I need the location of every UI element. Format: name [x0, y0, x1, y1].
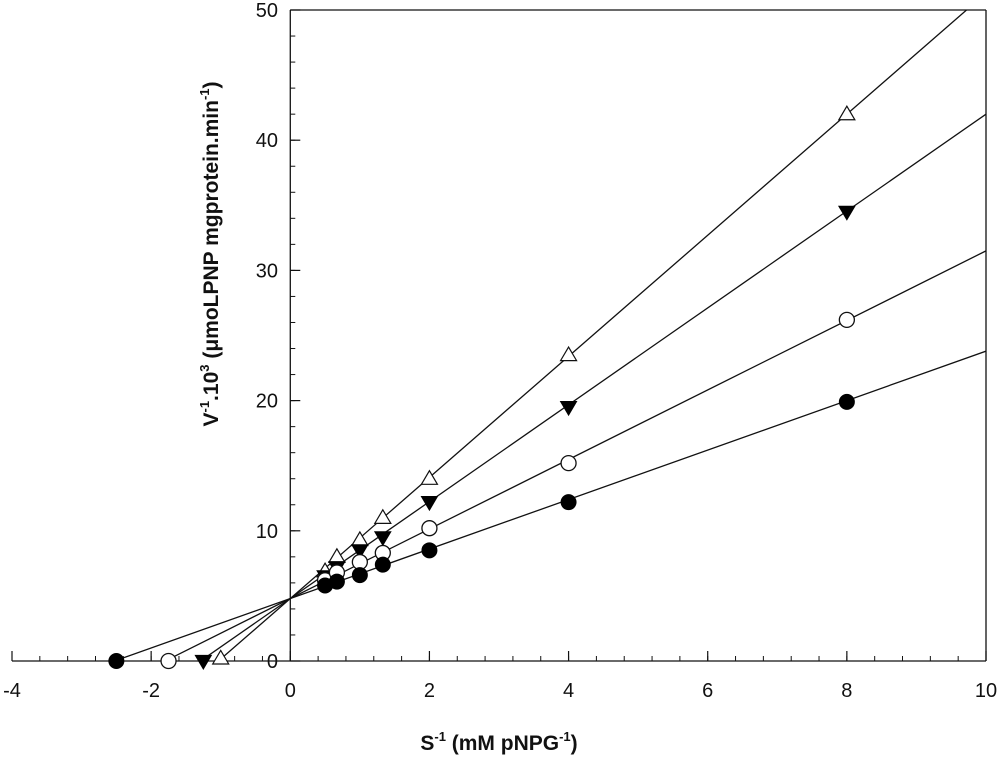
open-triangle-marker — [837, 104, 856, 121]
x-tick-label: 4 — [563, 680, 574, 702]
filled-circle-marker — [560, 494, 577, 511]
regression-lines — [116, 10, 986, 661]
filled-triangle-marker — [373, 531, 392, 547]
open-triangle-marker — [420, 469, 439, 485]
open-triangle-marker — [211, 649, 230, 665]
filled-circle-marker — [838, 393, 855, 410]
filled-triangle-marker — [420, 496, 439, 512]
filled-circle-marker — [351, 567, 368, 584]
x-tick-label: 2 — [424, 680, 435, 702]
filled-triangle-marker — [350, 544, 369, 560]
y-tick-label: 30 — [256, 260, 278, 282]
x-tick-label: -2 — [142, 680, 160, 702]
open-triangle-marker — [373, 508, 392, 524]
regression-line — [116, 350, 986, 661]
x-tick-label: 8 — [841, 680, 852, 702]
filled-triangle-marker — [194, 654, 213, 670]
x-tick-label: 0 — [285, 680, 296, 702]
y-tick-label: 20 — [256, 391, 278, 413]
x-tick-label: 10 — [975, 680, 997, 702]
filled-circle-marker — [421, 542, 438, 559]
open-circle-marker — [560, 454, 577, 472]
open-triangle-marker — [327, 547, 346, 564]
filled-triangle-marker — [559, 401, 578, 417]
filled-triangle-marker — [837, 205, 856, 221]
data-markers — [108, 104, 856, 670]
y-tick-label: 0 — [267, 651, 278, 673]
open-triangle-marker — [350, 530, 369, 547]
x-tick-label: 6 — [702, 680, 713, 702]
filled-circle-marker — [328, 573, 345, 590]
regression-line — [220, 10, 968, 660]
open-circle-marker — [838, 311, 856, 329]
tick-labels: -4 -2 0 2 4 6 8 10 0 10 20 30 40 50 — [3, 0, 997, 702]
axes — [11, 9, 987, 662]
filled-circle-marker — [374, 556, 391, 573]
x-tick-label: -4 — [3, 680, 21, 702]
open-circle-marker — [160, 652, 177, 670]
open-triangle-marker — [559, 345, 578, 362]
y-tick-label: 10 — [256, 521, 278, 543]
x-axis-title: S-1​ (mM pNPG-1​) — [420, 729, 577, 755]
y-axis-title: V-1​.103​ (μmoLPNP mgprotein.min-1​) — [197, 81, 223, 426]
y-tick-label: 50 — [256, 0, 278, 22]
filled-circle-marker — [108, 653, 125, 669]
y-tick-label: 40 — [256, 130, 278, 152]
open-circle-marker — [421, 520, 438, 537]
